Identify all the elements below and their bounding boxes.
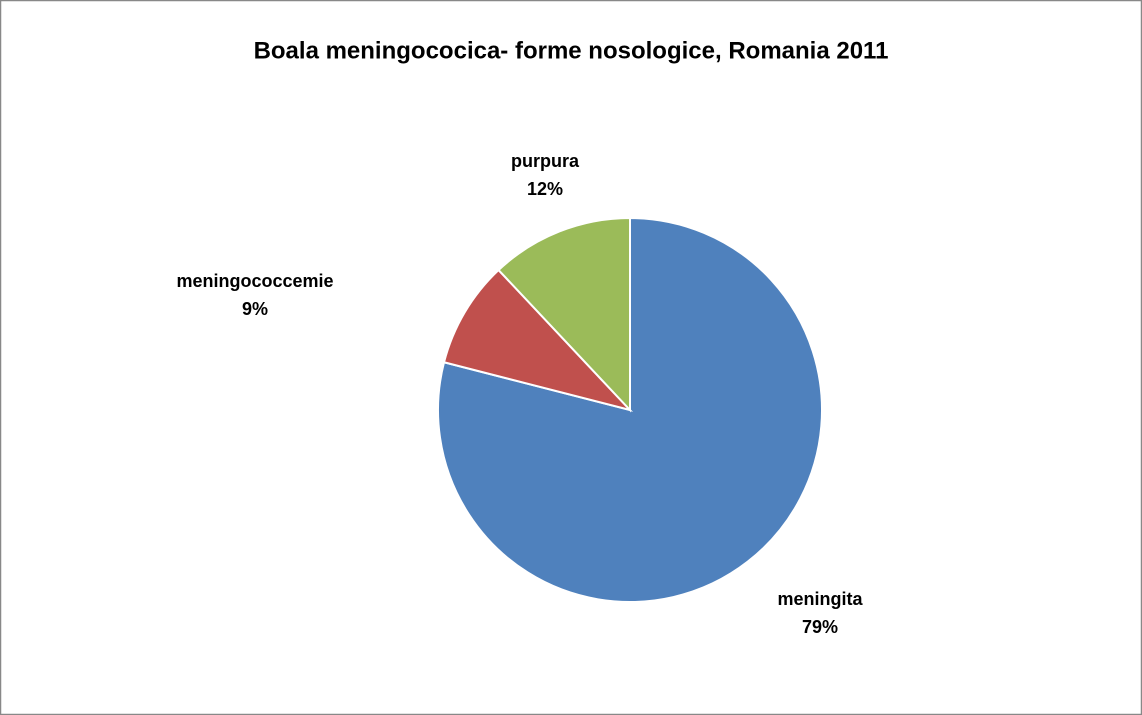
slice-value-label: 9% [242, 299, 268, 319]
pie-slice [497, 216, 631, 413]
pie-slice [442, 268, 634, 412]
slice-label: meningococcemie [176, 271, 333, 291]
slice-label: meningita [777, 589, 863, 609]
slice-label: purpura [511, 151, 580, 171]
chart-title: Boala meningococica- forme nosologice, R… [254, 37, 889, 64]
slice-value-label: 12% [527, 179, 563, 199]
slice-value-label: 79% [802, 617, 838, 637]
pie-slice [437, 216, 823, 603]
